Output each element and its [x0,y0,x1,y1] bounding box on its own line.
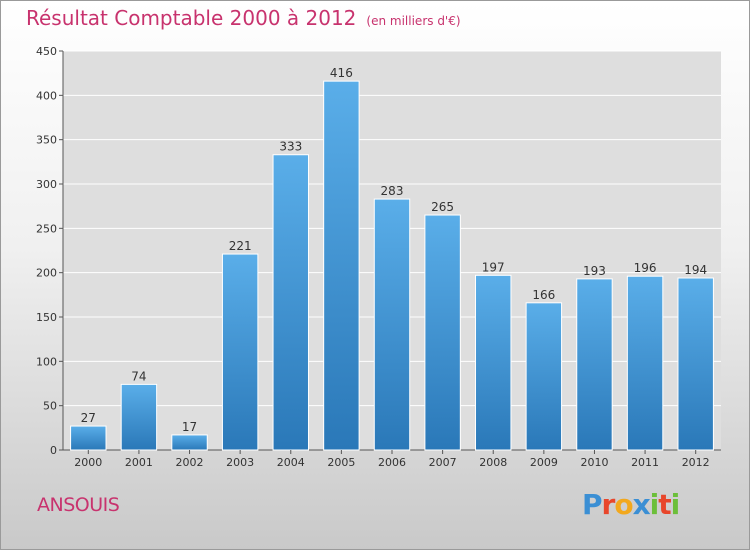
data-label: 265 [431,200,454,214]
logo-letter: i [670,488,681,521]
data-label: 17 [182,420,197,434]
x-tick-label: 2000 [74,456,102,469]
logo-letter: r [601,488,616,521]
x-tick-label: 2002 [176,456,204,469]
proxiti-logo: Proxiti [582,488,681,521]
data-label: 196 [634,261,657,275]
bar [272,154,309,451]
chart-title-text: Résultat Comptable 2000 à 2012 [26,6,357,30]
bar [424,214,461,451]
x-tick-label: 2012 [682,456,710,469]
data-label: 221 [229,239,252,253]
data-label: 333 [279,140,302,154]
logo-letter: t [658,488,671,521]
y-tick-label: 50 [43,400,57,413]
y-tick-label: 150 [36,311,57,324]
logo-letter: i [649,488,660,521]
x-tick-label: 2011 [631,456,659,469]
bar [120,383,158,451]
y-tick-label: 400 [36,89,57,102]
data-label: 283 [381,184,404,198]
bar [576,278,613,451]
bar [475,274,512,451]
x-tick-label: 2003 [226,456,254,469]
data-label: 197 [482,260,505,274]
y-tick-label: 350 [36,134,57,147]
x-tick-label: 2001 [125,456,153,469]
y-tick-label: 250 [36,222,57,235]
data-label: 166 [532,288,555,302]
data-label: 193 [583,264,606,278]
chart-title: Résultat Comptable 2000 à 2012 (en millie… [26,6,461,30]
y-tick-label: 200 [36,267,57,280]
x-tick-label: 2008 [479,456,507,469]
data-label: 416 [330,66,353,80]
logo-letter: o [614,488,633,521]
data-label: 27 [81,411,96,425]
chart-unit: (en milliers d'€) [366,14,461,28]
bar [171,434,208,451]
bar [221,253,259,451]
y-tick-label: 450 [36,45,57,58]
bar [677,277,714,451]
y-tick-label: 100 [36,355,57,368]
bar [373,198,411,451]
x-tick-label: 2004 [277,456,305,469]
x-tick-label: 2009 [530,456,558,469]
data-label: 194 [684,263,707,277]
x-tick-label: 2010 [580,456,608,469]
x-tick-label: 2006 [378,456,406,469]
place-name: ANSOUIS [37,494,120,516]
bar [525,302,563,451]
x-tick-label: 2005 [327,456,355,469]
x-tick-label: 2007 [429,456,457,469]
logo-letter: x [632,488,651,521]
bar [323,80,360,451]
y-tick-label: 0 [50,444,57,457]
bar [70,425,107,451]
y-tick-label: 300 [36,178,57,191]
bar [626,275,664,451]
logo-letter: P [582,488,603,521]
data-label: 74 [131,369,146,383]
